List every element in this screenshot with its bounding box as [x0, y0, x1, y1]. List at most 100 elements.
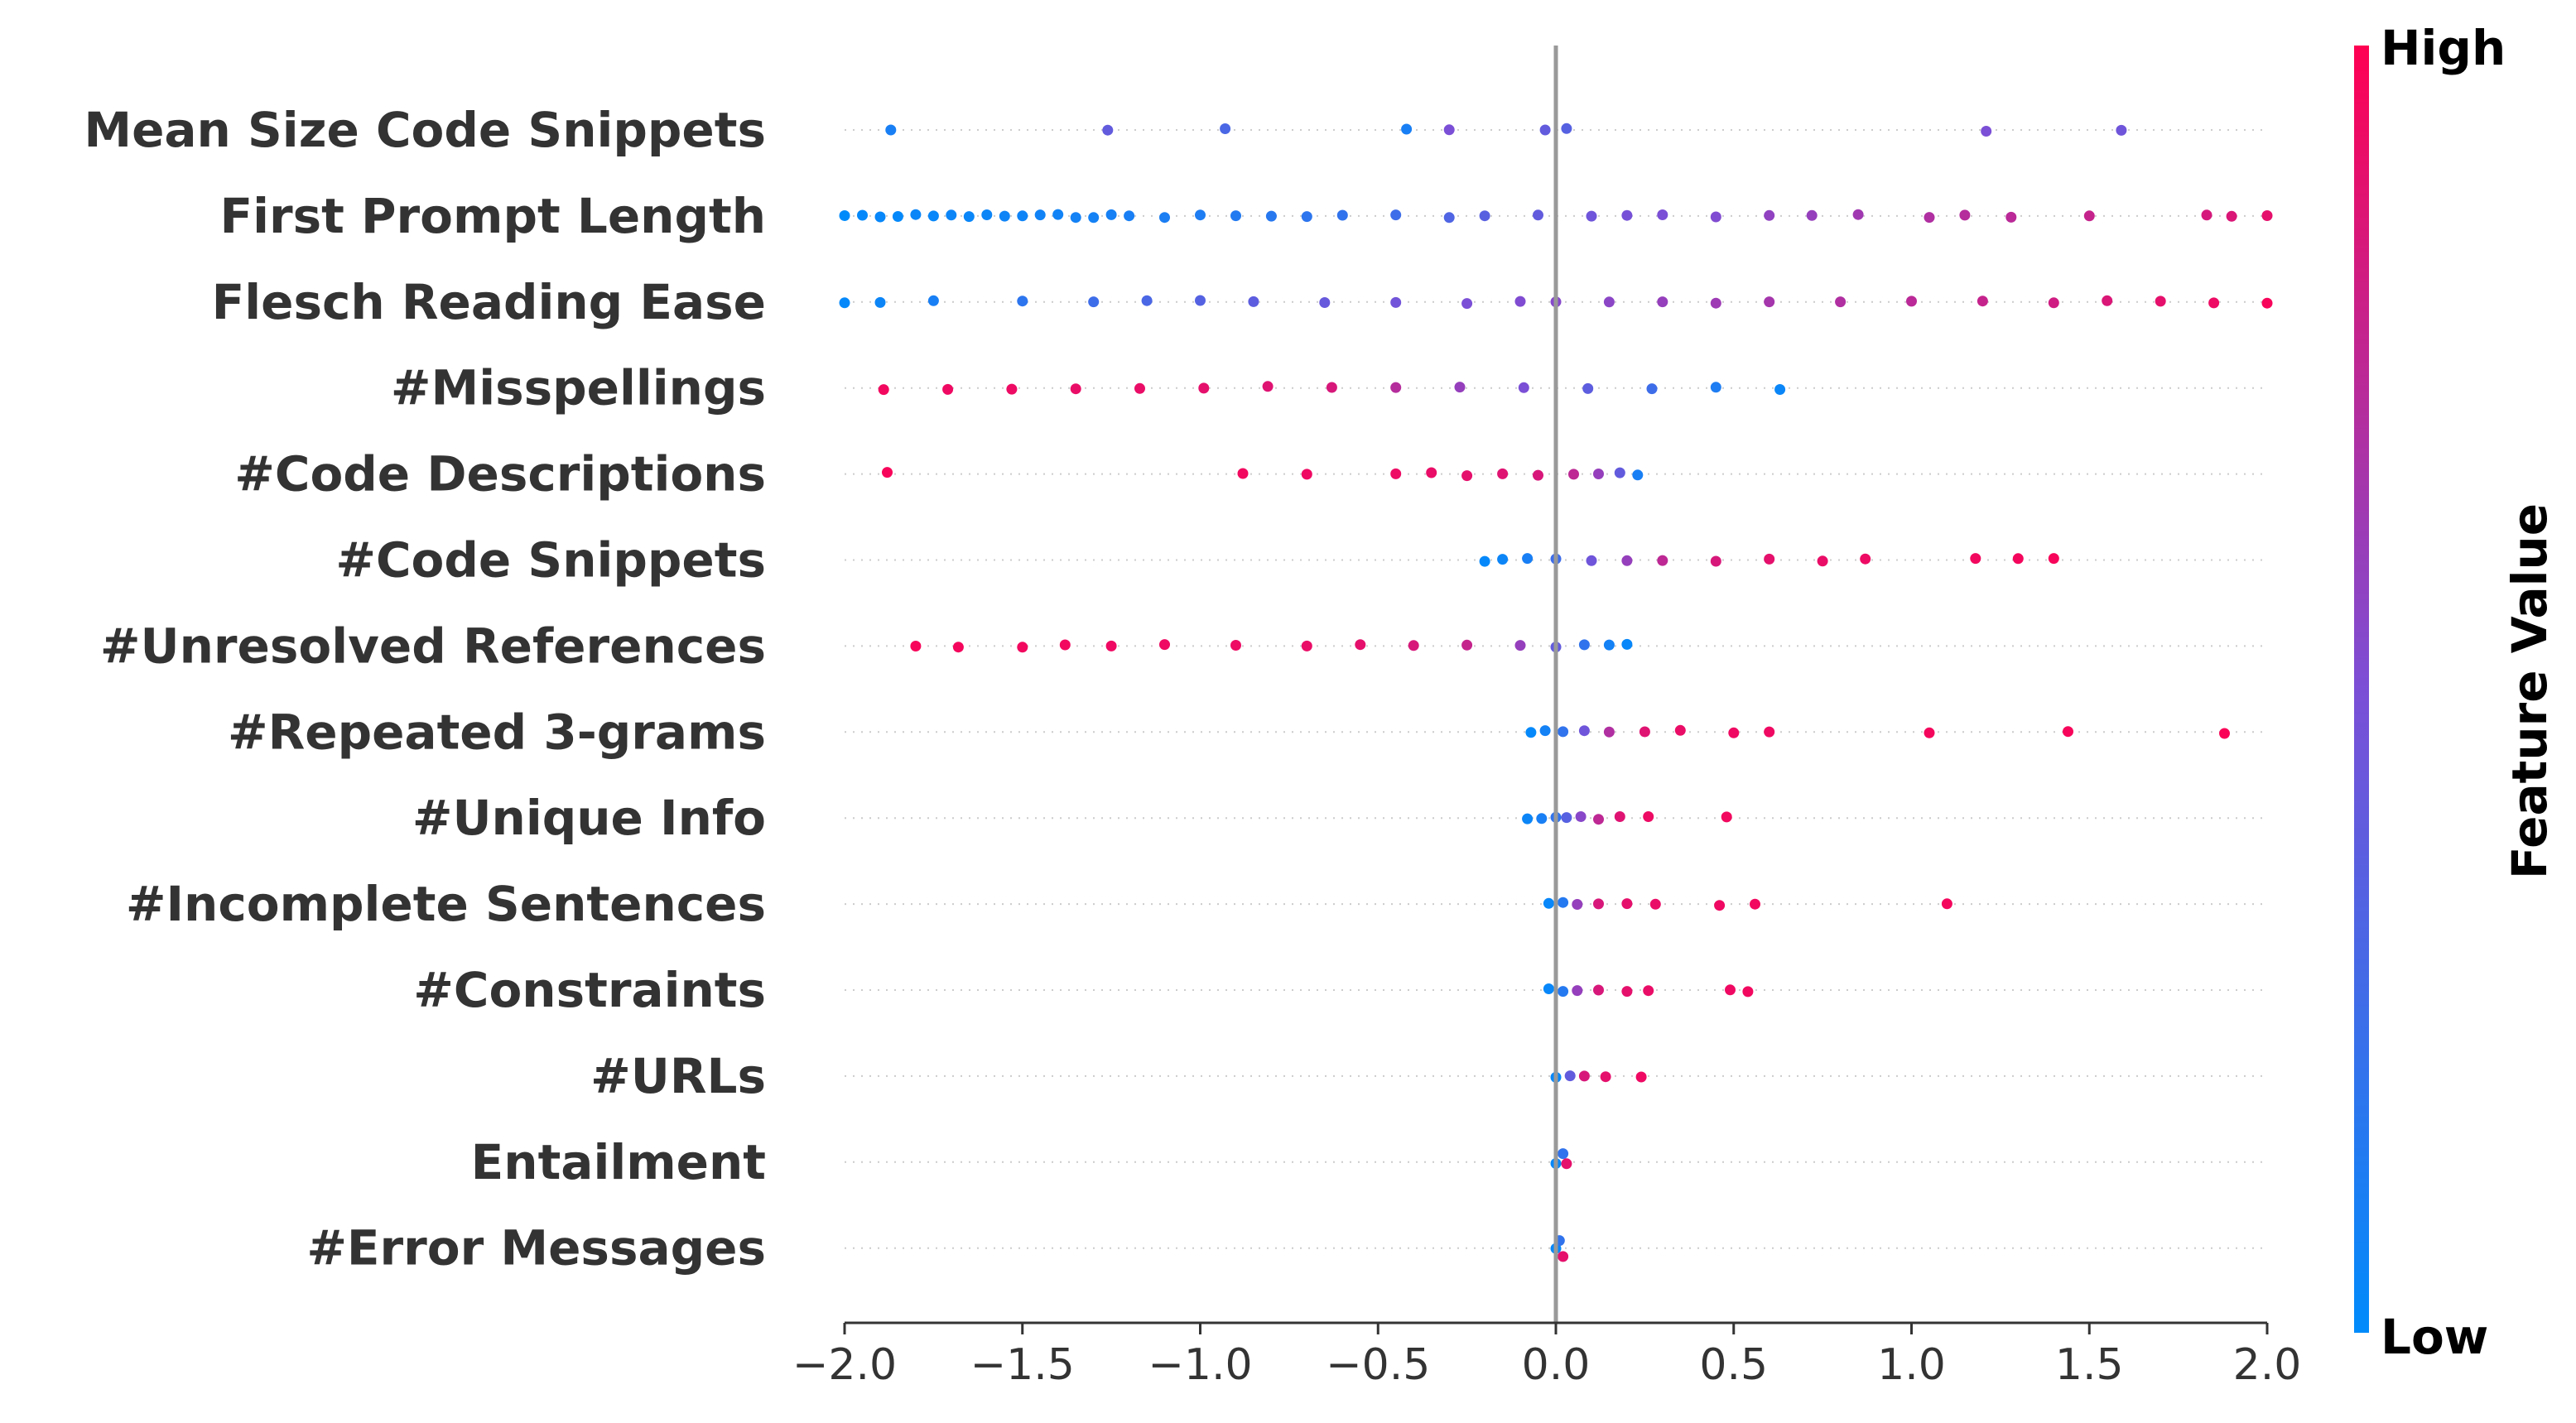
data-point	[1643, 985, 1654, 997]
data-point	[2063, 726, 2073, 738]
x-tick-label: 1.0	[1877, 1340, 1946, 1390]
feature-label: Mean Size Code Snippets	[84, 102, 766, 158]
data-point	[1621, 209, 1633, 221]
data-point	[1578, 725, 1590, 737]
x-tick-label: −1.0	[1148, 1340, 1252, 1390]
data-point	[910, 209, 922, 220]
data-point	[1621, 986, 1633, 998]
data-point	[1764, 726, 1775, 738]
data-point	[1390, 382, 1402, 393]
data-point	[1088, 296, 1100, 308]
feature-label: #Unresolved References	[100, 618, 766, 674]
data-point	[1390, 296, 1402, 308]
data-point	[2048, 553, 2059, 565]
data-point	[1533, 469, 1543, 481]
data-point	[1924, 727, 1935, 738]
data-point	[1461, 298, 1473, 310]
data-point	[1578, 1070, 1590, 1082]
data-point	[1564, 1070, 1576, 1082]
data-point	[946, 209, 957, 221]
data-point	[1835, 296, 1847, 308]
data-point	[1774, 384, 1786, 395]
data-point	[1539, 725, 1551, 737]
data-point	[1006, 383, 1018, 395]
data-point	[1390, 209, 1402, 221]
data-point	[1575, 811, 1587, 822]
feature-label: #Code Snippets	[335, 532, 766, 589]
data-point	[1614, 811, 1625, 822]
data-point	[942, 383, 954, 395]
data-point	[1593, 984, 1604, 996]
data-point	[1443, 212, 1455, 224]
data-point	[2208, 297, 2220, 309]
data-point	[2116, 124, 2127, 136]
data-point	[1479, 555, 1490, 567]
data-point	[1582, 382, 1594, 394]
feature-label: #Constraints	[413, 962, 766, 1018]
data-point	[1977, 296, 1988, 307]
data-point	[1742, 986, 1754, 998]
data-point	[1543, 897, 1554, 909]
data-point	[1326, 382, 1337, 393]
data-point	[1817, 555, 1828, 567]
data-point	[892, 211, 903, 222]
data-point	[1141, 295, 1153, 306]
data-point	[2083, 210, 2095, 222]
data-point	[2219, 728, 2230, 739]
data-point	[1301, 211, 1312, 223]
data-point	[1319, 297, 1331, 308]
data-point	[1220, 123, 1231, 134]
data-point	[1621, 898, 1633, 910]
data-point	[2261, 297, 2273, 309]
data-point	[1572, 985, 1583, 997]
data-points	[839, 123, 2273, 1262]
data-point	[1070, 212, 1081, 224]
data-point	[1105, 209, 1117, 220]
data-point	[1408, 640, 1419, 651]
data-point	[1649, 898, 1661, 910]
data-point	[1568, 469, 1579, 480]
data-point	[878, 384, 889, 396]
data-point	[1034, 209, 1046, 221]
data-point	[1710, 555, 1721, 567]
data-point	[1643, 811, 1654, 822]
data-point	[1621, 555, 1633, 566]
data-point	[1924, 212, 1935, 224]
data-point	[1561, 1158, 1572, 1170]
data-point	[1593, 814, 1604, 825]
data-point	[1981, 126, 1992, 137]
x-tick-label: −2.0	[792, 1340, 897, 1390]
data-point	[2201, 209, 2212, 221]
colorbar-low-label: Low	[2381, 1309, 2488, 1365]
data-point	[1230, 640, 1241, 651]
data-point	[1906, 296, 1917, 307]
data-point	[1017, 642, 1028, 653]
data-point	[1198, 382, 1210, 394]
data-point	[1514, 296, 1526, 307]
data-point	[1635, 1071, 1647, 1083]
data-point	[1860, 553, 1871, 565]
data-point	[882, 467, 893, 478]
data-point	[1632, 469, 1644, 481]
data-point	[1522, 813, 1534, 824]
data-point	[1725, 984, 1736, 996]
data-point	[1159, 212, 1170, 224]
data-point	[2102, 295, 2113, 306]
data-point	[1134, 382, 1145, 394]
data-point	[1710, 297, 1721, 309]
data-point	[1248, 296, 1259, 307]
data-point	[1059, 639, 1071, 651]
feature-label: Entailment	[471, 1134, 766, 1190]
data-point	[1525, 727, 1537, 738]
data-point	[1603, 726, 1615, 738]
feature-label: #Code Descriptions	[234, 446, 766, 502]
data-point	[2012, 553, 2024, 565]
data-point	[1052, 209, 1064, 220]
data-point	[1461, 639, 1473, 651]
data-point	[839, 297, 850, 309]
data-point	[1728, 727, 1740, 738]
data-point	[1586, 210, 1597, 222]
data-point	[927, 295, 939, 306]
data-point	[1561, 123, 1572, 134]
data-point	[1621, 638, 1633, 650]
